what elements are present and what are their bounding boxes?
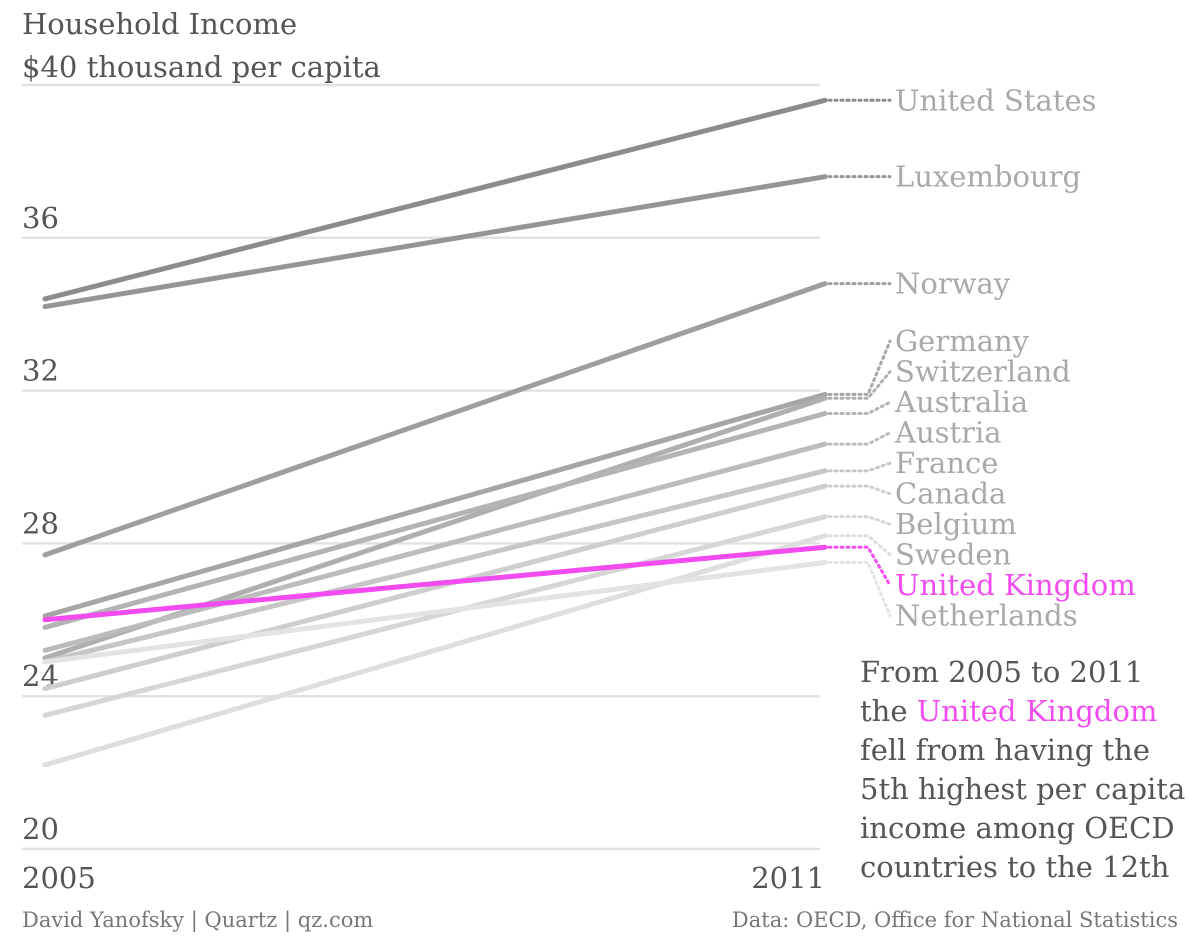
leader-france (827, 461, 892, 473)
series-label-canada: Canada (895, 477, 1006, 511)
leader-netherlands (827, 561, 892, 618)
leader-united-kingdom (827, 545, 892, 587)
gridlines (22, 83, 820, 851)
series-line-germany (42, 391, 828, 619)
series-lines (42, 97, 828, 768)
footer-credit: David Yanofsky | Quartz | qz.com (22, 908, 374, 932)
leader-austria (827, 431, 892, 446)
leader-australia (827, 400, 892, 416)
series-line-united-kingdom (42, 544, 828, 623)
leader-belgium (827, 515, 892, 526)
series-line-austria (42, 441, 828, 653)
series-label-united-kingdom: United Kingdom (895, 568, 1136, 602)
series-line-france (42, 468, 828, 665)
series-label-germany: Germany (895, 324, 1030, 358)
series-label-belgium: Belgium (895, 507, 1017, 541)
series-label-luxembourg: Luxembourg (895, 160, 1081, 194)
label-leaders (827, 98, 892, 618)
series-line-norway (42, 281, 828, 558)
series-label-switzerland: Switzerland (895, 355, 1071, 389)
series-line-united-states (42, 97, 828, 302)
chart-subtitle: $40 thousand per capita (22, 50, 381, 84)
series-line-australia (42, 411, 828, 630)
y-tick-label-32: 32 (22, 354, 59, 388)
series-line-luxembourg (42, 174, 828, 310)
series-label-norway: Norway (895, 267, 1011, 301)
leader-canada (827, 484, 892, 496)
footer-source: Data: OECD, Office for National Statisti… (731, 908, 1178, 932)
chart-title: Household Income (22, 7, 298, 41)
x-tick-label-2005: 2005 (22, 861, 96, 895)
x-tick-label-2011: 2011 (751, 861, 825, 895)
note-text-start: From 2005 to 2011 the (860, 655, 1144, 728)
series-labels: United States Luxembourg Norway GermanySwit… (894, 83, 1136, 632)
series-line-sweden (42, 533, 828, 768)
series-line-belgium (42, 514, 828, 718)
series-label-australia: Australia (894, 385, 1028, 419)
series-label-austria: Austria (894, 416, 1002, 450)
series-label-netherlands: Netherlands (895, 599, 1078, 633)
y-tick-label-28: 28 (22, 506, 59, 540)
series-label-sweden: Sweden (895, 538, 1011, 572)
series-label-united-states: United States (895, 83, 1097, 117)
x-axis: 2005 2011 (22, 861, 825, 895)
note-text-end: fell from having the 5th highest per cap… (860, 733, 1186, 884)
note-highlight: United Kingdom (916, 694, 1158, 728)
y-tick-label-36: 36 (22, 201, 59, 235)
series-label-france: France (895, 446, 998, 480)
leader-germany (827, 339, 892, 396)
annotation-note: From 2005 to 2011 the United Kingdom fel… (860, 653, 1190, 887)
leader-switzerland (827, 370, 892, 400)
series-line-netherlands (42, 560, 828, 665)
leader-sweden (827, 534, 892, 557)
y-tick-label-20: 20 (22, 812, 59, 846)
series-line-canada (42, 483, 828, 692)
